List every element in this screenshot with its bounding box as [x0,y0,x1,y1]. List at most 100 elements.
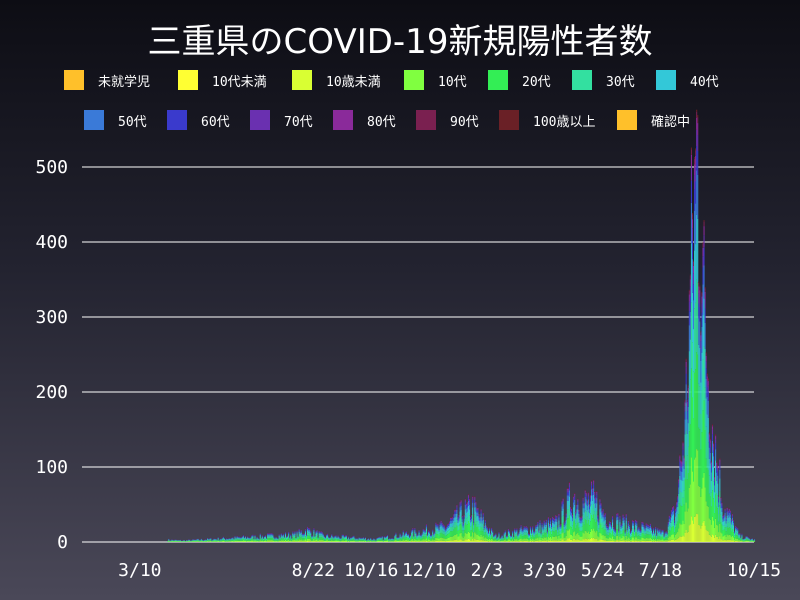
bar-segment [411,534,413,537]
bar-segment [271,540,273,542]
bar-segment [267,541,269,542]
bar-segment [511,536,513,538]
bar-segment [394,536,396,538]
bar-segment [332,538,334,540]
bar-segment [378,539,380,541]
bar-segment [390,539,392,541]
bar-segment [532,535,534,539]
bar-segment [335,540,337,542]
bar-segment [537,533,539,538]
bar-segment [491,533,493,536]
bar-segment [589,538,591,542]
bar-segment [234,539,236,541]
bar-segment [560,524,562,526]
bar-segment [567,488,569,489]
bar-segment [636,523,638,526]
bar-segment [340,539,342,541]
bar-segment [421,534,423,535]
bar-segment [288,533,290,535]
bar-segment [567,530,569,539]
bar-segment [310,532,312,534]
bar-segment [618,534,620,537]
bar-segment [616,515,618,518]
bar-segment [410,537,412,539]
bar-segment [440,522,442,524]
bar-segment [433,538,435,541]
bar-segment [273,540,275,542]
bar-segment [514,533,516,536]
bar-segment [315,535,317,538]
bar-segment [334,537,336,539]
bar-segment [310,539,312,542]
bar-segment [548,525,550,527]
bar-segment [420,536,422,538]
bar-segment [251,536,253,538]
bar-segment [616,513,618,515]
bar-segment [476,521,478,527]
bar-segment [620,528,622,532]
bar-segment [320,541,322,542]
bar-segment [450,527,452,532]
bar-segment [552,517,554,518]
bar-segment [635,540,637,542]
bar-segment [351,538,353,540]
bar-segment [402,536,404,540]
bar-segment [282,538,284,541]
bar-segment [619,519,621,523]
bar-segment [599,498,601,500]
bar-segment [549,531,552,537]
bar-segment [523,534,525,539]
bar-segment [384,537,386,539]
bar-segment [601,522,603,529]
bar-segment [521,539,523,542]
bar-segment [555,516,557,518]
bar-segment [601,513,603,516]
legend-label: 80代 [367,114,396,130]
bar-segment [581,526,583,531]
bar-segment [633,521,635,523]
bar-segment [431,536,433,538]
bar-segment [583,518,585,525]
bar-segment [276,539,278,541]
bar-segment [528,540,530,542]
bar-segment [464,539,466,542]
bar-segment [556,525,558,531]
bar-segment [542,540,544,542]
bar-segment [495,535,497,537]
bar-segment [433,541,435,542]
bar-segment [310,541,312,542]
bar-segment [458,540,460,542]
bar-segment [576,539,578,542]
bar-segment [429,537,431,540]
bar-segment [577,515,579,523]
bar-segment [319,532,321,533]
bar-segment [586,505,588,511]
bar-segment [436,540,438,542]
bar-segment [317,538,319,539]
bar-segment [290,535,292,537]
bar-segment [626,533,628,536]
bar-segment [501,536,503,538]
bar-segment [500,539,502,541]
bar-segment [583,502,585,504]
bar-segment [568,505,570,516]
bar-segment [440,525,442,529]
bar-segment [637,541,639,542]
bar-segment [561,510,563,517]
bar-segment [447,537,450,541]
bar-segment [534,539,536,542]
bar-segment [582,539,584,542]
bar-segment [331,538,333,541]
bar-segment [450,523,452,528]
bar-segment [556,536,558,541]
bar-segment [290,540,292,542]
bar-segment [402,541,404,542]
bar-segment [337,539,339,541]
bar-segment [358,538,360,540]
bar-segment [313,531,315,534]
bar-segment [384,538,386,540]
bar-segment [498,539,500,542]
bar-segment [527,541,529,542]
bar-segment [587,538,589,542]
bar-segment [540,532,542,534]
